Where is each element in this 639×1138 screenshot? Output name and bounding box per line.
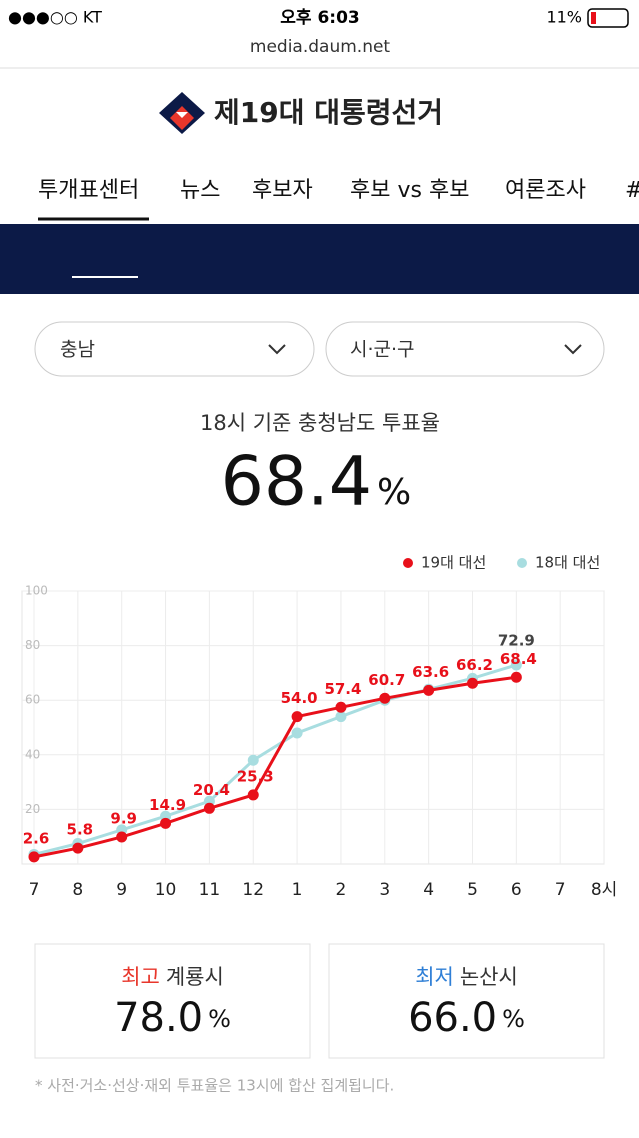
carrier: ●●●○○ KT xyxy=(8,8,102,27)
data-label: 60.7 xyxy=(368,671,405,689)
card-number: 78.0 xyxy=(114,995,203,1041)
select[interactable]: 충남 xyxy=(34,321,315,377)
battery-level: 11% xyxy=(546,8,582,27)
data-label: 2.6 xyxy=(23,829,50,847)
tab[interactable]: 뉴스 xyxy=(180,178,220,203)
logo xyxy=(159,92,205,134)
tab[interactable]: 여론조사 xyxy=(505,178,586,203)
data-point xyxy=(423,684,435,696)
card-tag: 최고 xyxy=(121,965,160,989)
data-point xyxy=(335,701,347,713)
x-tick-label: 11 xyxy=(199,880,221,900)
card-label: 최저 논산시 xyxy=(415,965,518,989)
card-unit: % xyxy=(502,1005,525,1033)
select-label: 충남 xyxy=(60,339,95,361)
data-point xyxy=(116,831,128,843)
card-value: 66.0% xyxy=(408,995,525,1041)
data-label: 5.8 xyxy=(67,821,94,839)
card-unit: % xyxy=(208,1005,231,1033)
tab[interactable]: # xyxy=(625,178,639,203)
title: 제19대 대통령선거 xyxy=(214,96,443,129)
data-point xyxy=(247,789,259,801)
data-label: 63.6 xyxy=(412,663,449,681)
data-point xyxy=(335,711,347,723)
headline-value: 68.4 xyxy=(221,443,372,522)
select[interactable]: 시·군·구 xyxy=(325,321,605,377)
data-label: 54.0 xyxy=(281,689,318,707)
headline-caption: 18시 기준 충청남도 투표율 xyxy=(200,411,440,435)
data-label: 66.2 xyxy=(456,656,493,674)
x-tick-label: 4 xyxy=(423,880,434,900)
data-label: 72.9 xyxy=(498,631,535,649)
data-point xyxy=(203,802,215,814)
data-point xyxy=(28,851,40,863)
clock: 오후 6:03 xyxy=(280,7,359,28)
legend-swatch xyxy=(403,558,413,568)
battery-fill xyxy=(591,12,596,24)
legend-label: 18대 대선 xyxy=(535,554,600,572)
y-tick-label: 100 xyxy=(25,584,48,598)
card-value: 78.0% xyxy=(114,995,231,1041)
data-point xyxy=(379,692,391,704)
x-tick-label: 3 xyxy=(379,880,390,900)
select-label: 시·군·구 xyxy=(350,339,415,361)
card-tag: 최저 xyxy=(415,965,454,989)
y-tick-label: 60 xyxy=(25,693,40,707)
x-tick-label: 1 xyxy=(292,880,303,900)
x-tick-label: 10 xyxy=(155,880,177,900)
y-tick-label: 40 xyxy=(25,747,40,761)
x-tick-label: 8 xyxy=(72,880,83,900)
tab[interactable]: 후보자 xyxy=(252,178,313,203)
stat-card xyxy=(328,943,605,1059)
data-point xyxy=(510,659,522,671)
legend-swatch xyxy=(517,558,527,568)
y-tick-label: 80 xyxy=(25,638,40,652)
data-label: 57.4 xyxy=(324,680,361,698)
series-line xyxy=(33,663,517,856)
data-point xyxy=(510,671,522,683)
card-number: 66.0 xyxy=(408,995,497,1041)
x-tick-label: 8시 xyxy=(591,880,617,900)
data-point xyxy=(72,842,84,854)
url[interactable]: media.daum.net xyxy=(250,37,391,57)
data-label: 25.3 xyxy=(237,767,274,785)
data-point xyxy=(247,754,259,766)
series-line xyxy=(33,675,517,859)
y-tick-label: 20 xyxy=(25,802,40,816)
subnav-bar xyxy=(0,224,639,294)
x-tick-label: 7 xyxy=(29,880,40,900)
x-tick-label: 9 xyxy=(116,880,127,900)
card-name: 논산시 xyxy=(460,965,518,989)
footnote: * 사전·거소·선상·재외 투표율은 13시에 합산 집계됩니다. xyxy=(35,1077,394,1095)
data-label: 20.4 xyxy=(193,781,230,799)
data-point xyxy=(291,711,303,723)
tab[interactable]: 후보 vs 후보 xyxy=(350,178,469,203)
tab[interactable]: 투개표센터 xyxy=(38,178,139,203)
card-label: 최고 계룡시 xyxy=(121,965,224,989)
data-point xyxy=(467,677,478,689)
x-tick-label: 5 xyxy=(467,880,478,900)
x-tick-label: 12 xyxy=(242,880,264,900)
legend-label: 19대 대선 xyxy=(421,554,486,572)
headline-unit: % xyxy=(377,472,411,513)
data-label: 68.4 xyxy=(500,650,537,668)
x-tick-label: 7 xyxy=(555,880,566,900)
data-label: 9.9 xyxy=(110,809,137,827)
data-label: 14.9 xyxy=(149,796,186,814)
x-tick-label: 2 xyxy=(336,880,347,900)
stat-card xyxy=(34,943,311,1059)
x-tick-label: 6 xyxy=(511,880,522,900)
card-name: 계룡시 xyxy=(166,965,224,989)
data-point xyxy=(160,817,172,829)
data-point xyxy=(291,727,303,739)
battery-icon xyxy=(587,8,629,28)
